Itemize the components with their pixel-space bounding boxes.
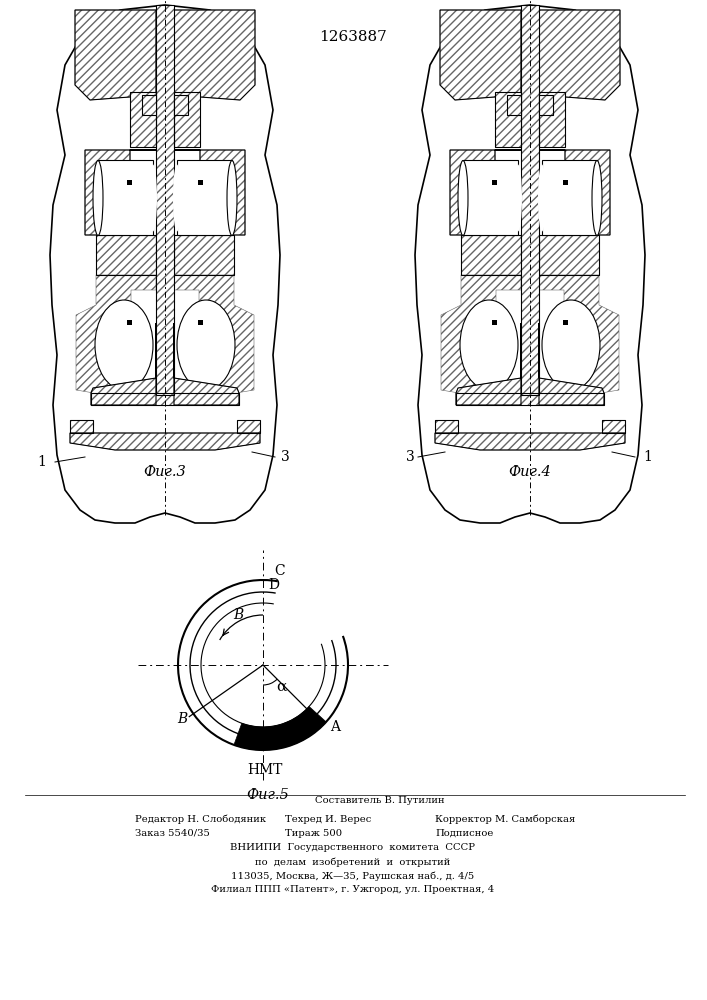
Text: 1: 1 [643,450,653,464]
Text: ВНИИПИ  Государственного  комитета  СССР: ВНИИПИ Государственного комитета СССР [230,844,476,852]
Text: Филиал ППП «Патент», г. Ужгород, ул. Проектная, 4: Филиал ППП «Патент», г. Ужгород, ул. Про… [211,886,495,894]
Polygon shape [174,10,255,100]
Polygon shape [174,95,188,115]
Bar [463,160,518,235]
Text: 1263887: 1263887 [319,30,387,44]
Bar [98,160,153,235]
Text: Фиг.3: Фиг.3 [144,465,187,479]
Polygon shape [539,275,619,395]
Polygon shape [75,10,156,100]
Bar [177,160,232,235]
Bar [91,393,239,405]
Polygon shape [539,235,599,275]
Polygon shape [440,10,521,100]
Wedge shape [234,706,326,750]
Bar [456,393,604,405]
Ellipse shape [458,160,468,235]
Polygon shape [539,10,620,100]
Bar [492,180,497,185]
Ellipse shape [542,300,600,390]
Bar [91,393,239,405]
Text: α: α [276,680,286,694]
Ellipse shape [538,164,546,232]
Bar [198,320,203,325]
Text: 3: 3 [407,450,415,464]
Polygon shape [174,235,234,275]
Polygon shape [237,420,260,433]
Polygon shape [602,420,625,433]
Bar [521,5,539,395]
Polygon shape [435,420,458,433]
Bar [542,160,597,235]
Polygon shape [130,92,156,147]
Polygon shape [495,92,521,147]
Text: B: B [233,608,243,622]
Bar [521,5,539,395]
Ellipse shape [177,300,235,390]
Polygon shape [539,92,565,147]
Bar [156,5,174,395]
Text: Техред И. Верес: Техред И. Верес [285,814,371,824]
Polygon shape [50,5,280,523]
Polygon shape [174,323,239,405]
Polygon shape [96,235,156,275]
Polygon shape [70,420,93,433]
Text: D: D [269,578,280,592]
Text: Заказ 5540/35: Заказ 5540/35 [135,828,210,838]
Text: НМТ: НМТ [247,763,283,777]
Text: Редактор Н. Слободяник: Редактор Н. Слободяник [135,814,266,824]
Polygon shape [539,323,604,405]
Polygon shape [415,5,645,523]
Ellipse shape [95,300,153,390]
Polygon shape [85,150,156,235]
Polygon shape [539,95,553,115]
Text: Корректор М. Самборская: Корректор М. Самборская [435,814,575,824]
Text: Составитель В. Путилин: Составитель В. Путилин [315,796,445,805]
Polygon shape [91,323,156,405]
Bar [492,320,497,325]
Bar [127,180,132,185]
Ellipse shape [227,160,237,235]
Text: Фиг.4: Фиг.4 [508,465,551,479]
Polygon shape [507,95,521,115]
Ellipse shape [514,164,522,232]
Bar [563,320,568,325]
Text: 1: 1 [37,455,47,469]
Bar [127,320,132,325]
Polygon shape [461,235,521,275]
Polygon shape [174,92,200,147]
Text: 113035, Москва, Ж—35, Раушская наб., д. 4/5: 113035, Москва, Ж—35, Раушская наб., д. … [231,871,474,881]
Ellipse shape [149,164,157,232]
Polygon shape [441,275,521,395]
Polygon shape [450,150,521,235]
Ellipse shape [460,300,518,390]
Text: C: C [274,564,285,578]
Text: A: A [330,720,340,734]
Bar [156,5,174,395]
Polygon shape [456,323,521,405]
Ellipse shape [592,160,602,235]
Polygon shape [174,275,254,395]
Text: 3: 3 [281,450,289,464]
Polygon shape [174,150,245,235]
Text: по  делам  изобретений  и  открытий: по делам изобретений и открытий [255,857,450,867]
Polygon shape [435,433,625,450]
Bar [563,180,568,185]
Polygon shape [539,150,610,235]
Text: Подписное: Подписное [435,828,493,838]
Polygon shape [142,95,156,115]
Bar [198,180,203,185]
Polygon shape [70,433,260,450]
Bar [456,393,604,405]
Ellipse shape [173,164,181,232]
Polygon shape [76,275,156,395]
Text: Тираж 500: Тираж 500 [285,828,342,838]
Text: B: B [177,712,187,726]
Text: Фиг.5: Фиг.5 [247,788,289,802]
Ellipse shape [93,160,103,235]
